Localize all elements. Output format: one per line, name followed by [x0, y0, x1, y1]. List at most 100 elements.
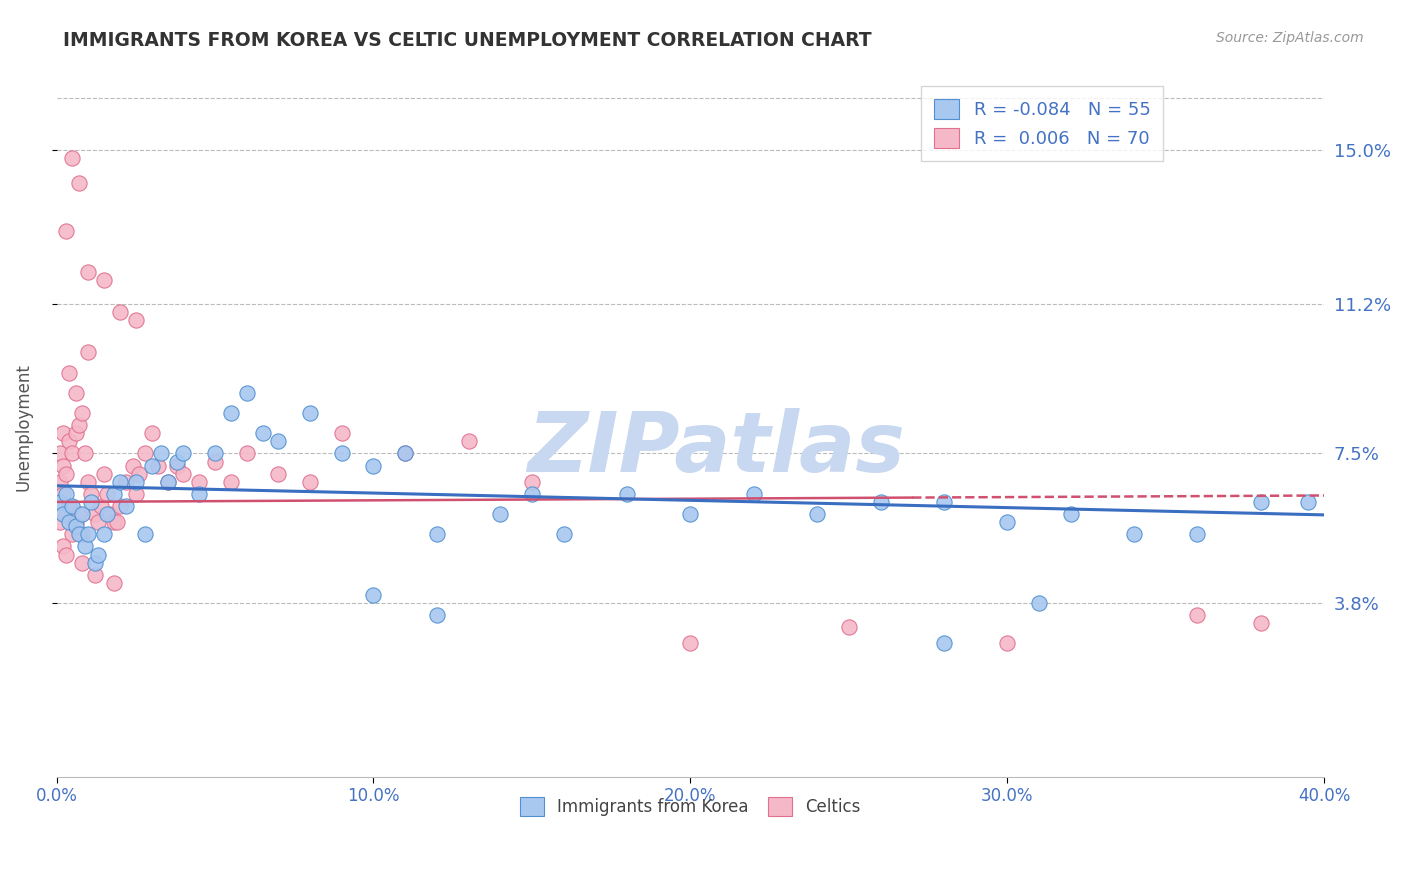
- Point: [267, 467, 290, 481]
- Point: [49, 515, 72, 529]
- Point: [65, 515, 87, 529]
- Point: [96, 487, 118, 501]
- Point: [90, 499, 112, 513]
- Point: [55, 467, 77, 481]
- Point: [1187, 608, 1209, 623]
- Point: [55, 507, 77, 521]
- Point: [995, 636, 1018, 650]
- Point: [299, 406, 322, 420]
- Point: [52, 458, 75, 473]
- Point: [62, 446, 84, 460]
- Point: [93, 467, 115, 481]
- Text: ZIPatlas: ZIPatlas: [527, 408, 904, 489]
- Point: [58, 515, 80, 529]
- Point: [363, 588, 385, 602]
- Point: [55, 224, 77, 238]
- Point: [93, 527, 115, 541]
- Point: [616, 487, 638, 501]
- Point: [55, 548, 77, 562]
- Point: [146, 458, 169, 473]
- Point: [96, 507, 118, 521]
- Point: [121, 458, 143, 473]
- Point: [77, 345, 100, 359]
- Point: [426, 608, 449, 623]
- Point: [103, 515, 125, 529]
- Point: [995, 515, 1018, 529]
- Point: [394, 446, 416, 460]
- Point: [869, 495, 891, 509]
- Point: [520, 487, 543, 501]
- Point: [932, 495, 955, 509]
- Point: [58, 366, 80, 380]
- Point: [679, 636, 702, 650]
- Point: [125, 487, 148, 501]
- Point: [553, 527, 575, 541]
- Point: [330, 426, 353, 441]
- Point: [1298, 495, 1320, 509]
- Point: [166, 458, 188, 473]
- Point: [115, 499, 138, 513]
- Point: [1250, 616, 1272, 631]
- Point: [204, 446, 226, 460]
- Point: [83, 567, 105, 582]
- Point: [103, 487, 125, 501]
- Point: [49, 446, 72, 460]
- Point: [1250, 495, 1272, 509]
- Point: [93, 272, 115, 286]
- Point: [330, 446, 353, 460]
- Point: [75, 446, 97, 460]
- Point: [252, 426, 274, 441]
- Text: Source: ZipAtlas.com: Source: ZipAtlas.com: [1216, 31, 1364, 45]
- Point: [1187, 527, 1209, 541]
- Point: [67, 176, 90, 190]
- Point: [87, 548, 110, 562]
- Point: [75, 540, 97, 554]
- Point: [62, 527, 84, 541]
- Point: [65, 385, 87, 400]
- Point: [67, 507, 90, 521]
- Point: [156, 475, 179, 489]
- Point: [235, 446, 257, 460]
- Point: [58, 499, 80, 513]
- Point: [806, 507, 828, 521]
- Point: [49, 495, 72, 509]
- Point: [679, 507, 702, 521]
- Point: [838, 620, 860, 634]
- Point: [77, 527, 100, 541]
- Text: IMMIGRANTS FROM KOREA VS CELTIC UNEMPLOYMENT CORRELATION CHART: IMMIGRANTS FROM KOREA VS CELTIC UNEMPLOY…: [63, 31, 872, 50]
- Point: [204, 454, 226, 468]
- Point: [219, 475, 242, 489]
- Point: [87, 515, 110, 529]
- Y-axis label: Unemployment: Unemployment: [15, 363, 32, 491]
- Point: [70, 507, 93, 521]
- Point: [1059, 507, 1081, 521]
- Point: [77, 264, 100, 278]
- Point: [156, 475, 179, 489]
- Point: [52, 507, 75, 521]
- Point: [83, 507, 105, 521]
- Point: [125, 313, 148, 327]
- Point: [83, 556, 105, 570]
- Point: [67, 418, 90, 433]
- Point: [62, 499, 84, 513]
- Point: [742, 487, 765, 501]
- Point: [80, 495, 103, 509]
- Point: [219, 406, 242, 420]
- Point: [141, 458, 163, 473]
- Point: [363, 458, 385, 473]
- Point: [105, 515, 128, 529]
- Point: [134, 527, 156, 541]
- Point: [299, 475, 322, 489]
- Point: [141, 426, 163, 441]
- Point: [108, 499, 131, 513]
- Point: [103, 575, 125, 590]
- Point: [108, 475, 131, 489]
- Point: [70, 527, 93, 541]
- Point: [65, 426, 87, 441]
- Point: [150, 446, 173, 460]
- Point: [115, 475, 138, 489]
- Point: [394, 446, 416, 460]
- Point: [188, 487, 211, 501]
- Point: [172, 467, 194, 481]
- Point: [1028, 596, 1050, 610]
